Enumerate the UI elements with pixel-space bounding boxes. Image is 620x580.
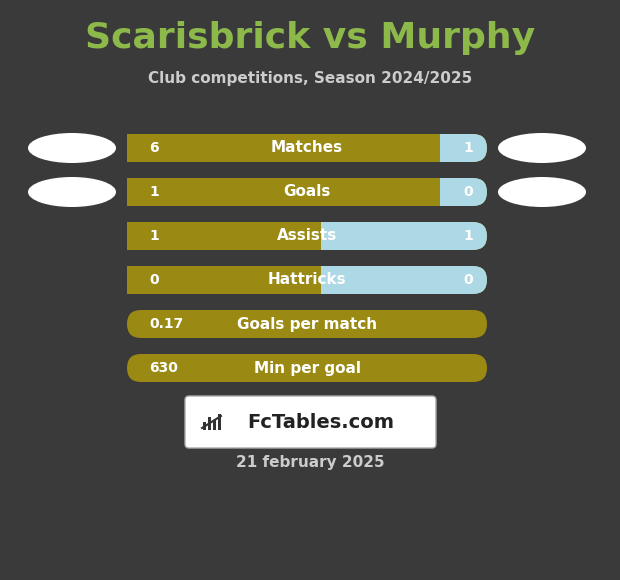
Ellipse shape	[28, 133, 116, 163]
Text: Hattricks: Hattricks	[268, 273, 347, 288]
Bar	[203, 422, 206, 430]
Text: 1: 1	[463, 229, 473, 243]
FancyBboxPatch shape	[127, 222, 487, 250]
Bar	[127, 178, 440, 206]
FancyBboxPatch shape	[127, 266, 487, 294]
Text: 1: 1	[463, 141, 473, 155]
Ellipse shape	[498, 133, 586, 163]
FancyBboxPatch shape	[127, 134, 487, 162]
Text: 0: 0	[463, 273, 473, 287]
Text: Goals: Goals	[283, 184, 330, 200]
Text: 21 february 2025: 21 february 2025	[236, 455, 384, 470]
Text: Matches: Matches	[271, 140, 343, 155]
FancyBboxPatch shape	[185, 396, 436, 448]
FancyBboxPatch shape	[127, 178, 487, 206]
FancyBboxPatch shape	[127, 178, 487, 206]
Text: 0: 0	[463, 185, 473, 199]
Bar	[127, 222, 321, 250]
Ellipse shape	[498, 177, 586, 207]
Text: Scarisbrick vs Murphy: Scarisbrick vs Murphy	[85, 21, 535, 55]
Bar	[127, 134, 440, 162]
Text: Assists: Assists	[277, 229, 337, 244]
FancyBboxPatch shape	[127, 134, 487, 162]
Bar	[213, 420, 216, 430]
Text: 6: 6	[149, 141, 159, 155]
FancyBboxPatch shape	[127, 310, 487, 338]
Text: FcTables.com: FcTables.com	[247, 412, 394, 432]
Bar	[127, 266, 321, 294]
Ellipse shape	[28, 177, 116, 207]
Text: 0: 0	[149, 273, 159, 287]
Text: 630: 630	[149, 361, 178, 375]
FancyBboxPatch shape	[127, 222, 487, 250]
Text: Min per goal: Min per goal	[254, 361, 360, 375]
FancyBboxPatch shape	[127, 178, 155, 206]
Text: 1: 1	[149, 229, 159, 243]
FancyBboxPatch shape	[127, 266, 487, 294]
FancyBboxPatch shape	[127, 222, 155, 250]
FancyBboxPatch shape	[127, 354, 487, 382]
FancyBboxPatch shape	[127, 266, 155, 294]
Text: Club competitions, Season 2024/2025: Club competitions, Season 2024/2025	[148, 71, 472, 85]
Text: Goals per match: Goals per match	[237, 317, 377, 332]
Bar	[208, 417, 211, 430]
Text: 0.17: 0.17	[149, 317, 184, 331]
Bar	[218, 414, 221, 430]
FancyBboxPatch shape	[127, 134, 155, 162]
Text: 1: 1	[149, 185, 159, 199]
